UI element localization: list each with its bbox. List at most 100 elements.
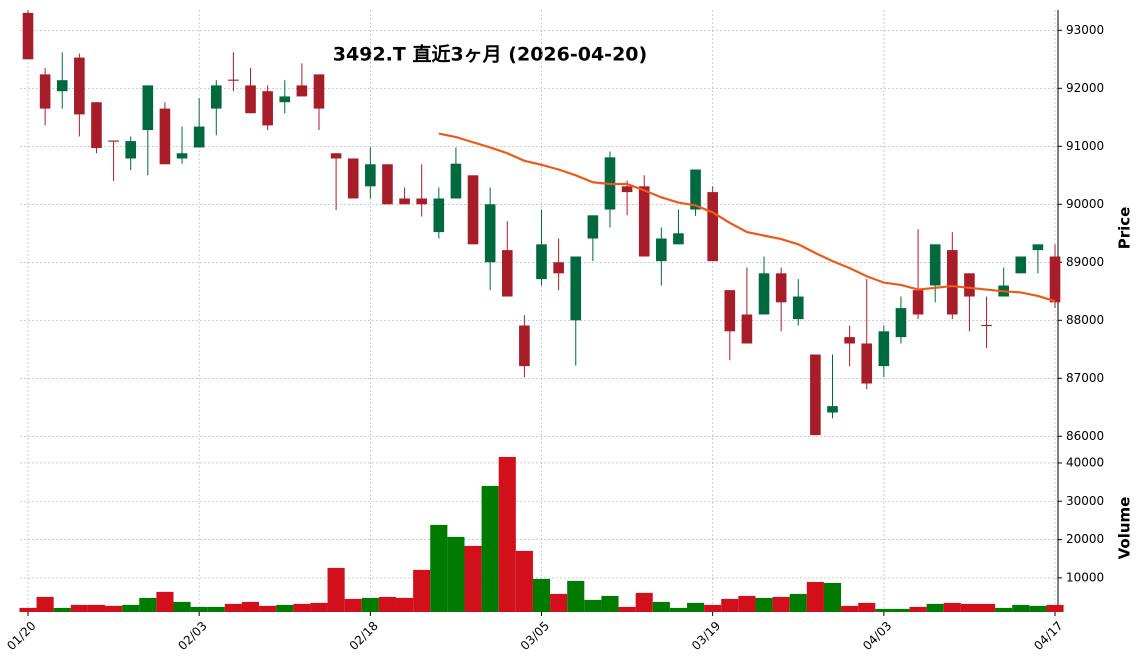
volume-bar <box>977 603 996 612</box>
candle-body <box>536 244 547 280</box>
x-tick-label: 04/17 <box>1031 619 1065 653</box>
volume-bar <box>841 605 859 612</box>
y-tick-label: 91000 <box>1066 139 1104 153</box>
candle-body <box>638 186 650 257</box>
volume-bar <box>652 601 670 612</box>
candle-body <box>827 406 838 413</box>
candle-body <box>553 262 564 274</box>
volume-bar <box>447 536 465 612</box>
volume-bar <box>892 608 910 612</box>
candle-body <box>758 273 770 315</box>
candle-body <box>775 273 787 303</box>
volume-bar <box>515 550 533 612</box>
volume-bar <box>430 524 448 612</box>
candle-body <box>262 91 273 126</box>
candle-body <box>91 102 102 149</box>
candle-body <box>279 96 291 103</box>
candle-body <box>382 164 393 205</box>
x-tick-label: 03/05 <box>518 619 552 653</box>
y-tick-label: 92000 <box>1066 81 1104 95</box>
volume-bar <box>1029 605 1047 612</box>
volume-bar <box>755 597 773 612</box>
candle-body <box>878 331 890 367</box>
y2-tick-label: 20000 <box>1066 532 1104 546</box>
candle-body <box>1032 244 1044 251</box>
candle-body <box>467 175 479 245</box>
volume-bar <box>105 605 123 612</box>
candle-body <box>245 85 256 114</box>
volume-bar <box>464 545 482 612</box>
candle-body <box>74 57 85 115</box>
volume-bar <box>772 596 790 612</box>
y-tick-label: 87000 <box>1066 371 1104 385</box>
volume-bar <box>704 604 722 612</box>
volume-bar <box>293 603 311 612</box>
candle-body <box>142 85 154 131</box>
candle-body <box>724 290 736 332</box>
volume-bar <box>173 601 191 612</box>
candle-body <box>587 215 599 239</box>
volume-bar <box>310 602 328 612</box>
volume-bar <box>36 596 54 612</box>
candle-body <box>912 290 924 315</box>
volume-bar <box>926 603 944 612</box>
volume-bar <box>70 604 88 612</box>
volume-bar <box>875 608 893 612</box>
volume-bar <box>789 593 807 612</box>
y-tick-label: 89000 <box>1066 255 1104 269</box>
x-tick-label: 01/20 <box>4 619 38 653</box>
volume-bar <box>53 607 71 612</box>
volume-bar <box>584 599 602 612</box>
y-tick-label: 88000 <box>1066 313 1104 327</box>
candle-body <box>707 192 718 262</box>
y2-tick-label: 10000 <box>1066 570 1104 584</box>
y2-axis-label: Volume <box>1116 497 1134 560</box>
volume-bar <box>396 597 414 612</box>
volume-bar <box>995 607 1013 612</box>
volume-bar <box>276 604 294 612</box>
candle-body <box>861 343 873 384</box>
volume-bar <box>139 597 157 612</box>
volume-bar <box>87 604 106 612</box>
volume-bar <box>721 598 739 612</box>
chart-title: 3492.T 直近3ヶ月 (2026-04-20) <box>333 43 647 66</box>
candle-body <box>501 250 513 297</box>
candle-body <box>981 324 992 327</box>
volume-bar <box>943 602 961 612</box>
candle-body <box>159 108 171 165</box>
candle-body <box>810 354 821 436</box>
candle-body <box>347 158 359 199</box>
volume-bar <box>259 605 277 612</box>
candle-body <box>313 74 325 109</box>
volume-bar <box>361 597 379 612</box>
candle-body <box>330 153 342 159</box>
y2-tick-label: 30000 <box>1066 494 1104 508</box>
volume-bar <box>550 593 568 612</box>
candle-body <box>519 325 530 367</box>
volume-bar <box>1046 604 1064 612</box>
candle-body <box>176 153 188 159</box>
candle-body <box>296 85 308 97</box>
candle-body <box>125 141 137 159</box>
x-tick-label: 02/18 <box>347 619 381 653</box>
candle-body <box>690 169 701 210</box>
volume-bar <box>498 456 516 612</box>
candle-body <box>947 250 958 315</box>
volume-bar <box>344 598 362 612</box>
volume-bar <box>823 582 842 612</box>
moving-average <box>438 132 1056 303</box>
candle-body <box>210 85 222 109</box>
volume-bar <box>532 578 551 612</box>
volume-bar <box>207 606 225 612</box>
candle-body <box>895 308 907 338</box>
volume-bar <box>413 569 431 612</box>
candle-body <box>741 314 753 344</box>
volume-bar <box>738 595 756 612</box>
candle-body <box>570 256 582 321</box>
volume-bar <box>481 485 499 612</box>
candle-body <box>673 233 684 245</box>
candle-body <box>844 337 855 344</box>
candle-body <box>193 126 205 148</box>
volume-bar <box>687 602 705 612</box>
